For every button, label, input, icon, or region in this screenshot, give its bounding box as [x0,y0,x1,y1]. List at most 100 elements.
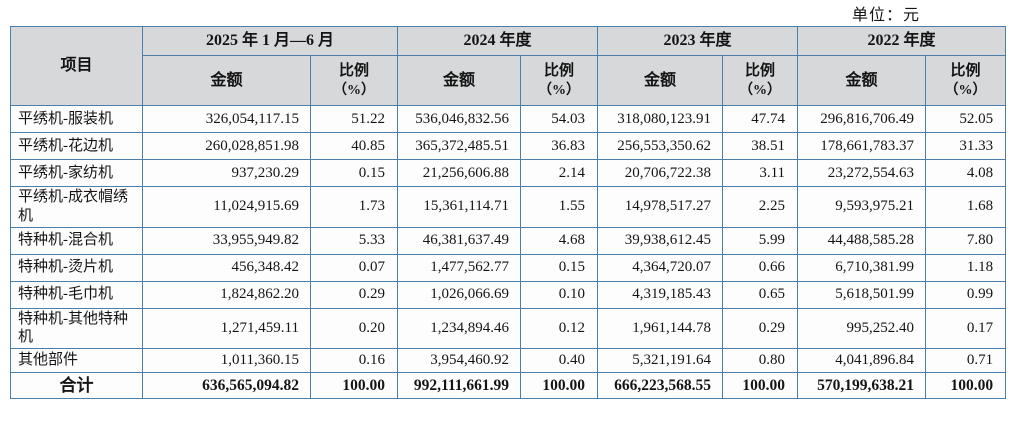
amount-header-2024: 金额 [397,55,522,106]
item-cell: 特种机-毛巾机 [10,280,143,309]
amount-cell: 1,477,562.77 [397,253,522,282]
ratio-cell: 0.99 [925,280,1007,309]
amount-cell: 256,553,350.62 [597,132,724,160]
ratio-cell: 0.15 [520,253,599,282]
ratio-cell: 1.68 [925,186,1007,228]
table-row: 平绣机-成衣帽绣机 11,024,915.69 1.73 15,361,114.71 1… [10,186,1007,228]
ratio-cell: 47.74 [722,105,799,133]
amount-cell: 6,710,381.99 [797,253,927,282]
amount-cell: 46,381,637.49 [397,226,522,255]
amount-cell: 636,565,094.82 [142,372,311,399]
ratio-cell: 4.08 [925,159,1007,187]
amount-cell: 570,199,638.21 [797,372,927,399]
amount-cell: 39,938,612.45 [597,226,724,255]
ratio-cell: 0.07 [309,253,399,282]
ratio-cell: 100.00 [309,372,399,399]
amount-header-2025h1: 金额 [142,55,311,106]
period-header-2022: 2022 年度 [797,26,1007,56]
ratio-cell: 0.29 [309,280,399,309]
amount-header-2022: 金额 [797,55,927,106]
ratio-cell: 100.00 [925,372,1007,399]
amount-cell: 666,223,568.55 [597,372,724,399]
ratio-cell: 0.15 [309,159,399,187]
table-row: 特种机-烫片机 456,348.42 0.07 1,477,562.77 0.15 4,3… [10,253,1007,282]
period-header-2025h1: 2025 年 1 月—6 月 [141,26,399,56]
amount-cell: 21,256,606.88 [397,159,522,187]
ratio-header-2024: 比例 （%） [520,55,599,106]
amount-cell: 14,978,517.27 [597,186,724,228]
item-cell: 特种机-烫片机 [10,253,143,282]
ratio-cell: 2.14 [520,159,599,187]
amount-cell: 1,961,144.78 [597,307,724,349]
amount-cell: 23,272,554.63 [797,159,927,187]
table-row: 平绣机-服装机 326,054,117.15 51.22 536,046,832.56… [10,105,1007,133]
period-header-2023: 2023 年度 [597,26,799,56]
amount-cell: 536,046,832.56 [397,105,522,133]
ratio-cell: 5.33 [309,226,399,255]
amount-cell: 44,488,585.28 [797,226,927,255]
amount-cell: 4,364,720.07 [597,253,724,282]
ratio-cell: 0.16 [309,348,399,373]
amount-cell: 318,080,123.91 [597,105,724,133]
amount-cell: 4,041,896.84 [797,348,927,373]
amount-cell: 15,361,114.71 [397,186,522,228]
ratio-cell: 0.71 [925,348,1007,373]
amount-cell: 1,011,360.15 [142,348,311,373]
ratio-cell: 0.29 [722,307,799,349]
ratio-cell: 40.85 [309,132,399,160]
amount-cell: 326,054,117.15 [142,105,311,133]
ratio-cell: 0.20 [309,307,399,349]
item-cell: 平绣机-花边机 [10,132,143,160]
item-cell: 平绣机-成衣帽绣机 [10,186,143,228]
amount-cell: 33,955,949.82 [142,226,311,255]
amount-cell: 937,230.29 [142,159,311,187]
amount-cell: 9,593,975.21 [797,186,927,228]
ratio-cell: 0.12 [520,307,599,349]
table-row: 特种机-其他特种机 1,271,459.11 0.20 1,234,894.46 0.1… [10,307,1007,349]
ratio-cell: 0.80 [722,348,799,373]
table-body: 平绣机-服装机 326,054,117.15 51.22 536,046,832.56… [10,105,1007,399]
amount-cell: 995,252.40 [797,307,927,349]
ratio-cell: 1.18 [925,253,1007,282]
ratio-cell: 1.73 [309,186,399,228]
amount-cell: 20,706,722.38 [597,159,724,187]
table-row: 平绣机-家纺机 937,230.29 0.15 21,256,606.88 2.14 20… [10,159,1007,187]
total-label-cell: 合计 [10,372,143,399]
total-row: 合计 636,565,094.82 100.00 992,111,661.99 100.… [10,372,1007,399]
ratio-cell: 3.11 [722,159,799,187]
amount-cell: 1,026,066.69 [397,280,522,309]
ratio-cell: 100.00 [722,372,799,399]
amount-cell: 5,321,191.64 [597,348,724,373]
amount-cell: 1,234,894.46 [397,307,522,349]
table-row: 特种机-毛巾机 1,824,862.20 0.29 1,026,066.69 0.10 4… [10,280,1007,309]
ratio-cell: 5.99 [722,226,799,255]
ratio-cell: 4.68 [520,226,599,255]
amount-cell: 3,954,460.92 [397,348,522,373]
table-row: 其他部件 1,011,360.15 0.16 3,954,460.92 0.40 5,32… [10,348,1007,373]
period-header-2024: 2024 年度 [397,26,599,56]
ratio-header-2025h1: 比例 （%） [309,55,399,106]
ratio-cell: 7.80 [925,226,1007,255]
ratio-cell: 0.65 [722,280,799,309]
ratio-cell: 0.66 [722,253,799,282]
amount-cell: 365,372,485.51 [397,132,522,160]
amount-cell: 5,618,501.99 [797,280,927,309]
ratio-cell: 0.10 [520,280,599,309]
table-row: 特种机-混合机 33,955,949.82 5.33 46,381,637.49 4.6… [10,226,1007,255]
ratio-header-2022: 比例 （%） [925,55,1007,106]
subheader-row: 金额 比例 （%） 金额 比例 （%） 金额 比例 （%） 金额 比例 （%） [11,55,1007,106]
table-row: 平绣机-花边机 260,028,851.98 40.85 365,372,485.51… [10,132,1007,160]
ratio-cell: 0.17 [925,307,1007,349]
item-cell: 平绣机-服装机 [10,105,143,133]
amount-cell: 992,111,661.99 [397,372,522,399]
item-cell: 特种机-混合机 [10,226,143,255]
item-cell: 特种机-其他特种机 [10,307,143,349]
ratio-cell: 52.05 [925,105,1007,133]
ratio-cell: 31.33 [925,132,1007,160]
ratio-cell: 0.40 [520,348,599,373]
item-cell: 平绣机-家纺机 [10,159,143,187]
amount-cell: 178,661,783.37 [797,132,927,160]
amount-cell: 11,024,915.69 [142,186,311,228]
ratio-cell: 1.55 [520,186,599,228]
